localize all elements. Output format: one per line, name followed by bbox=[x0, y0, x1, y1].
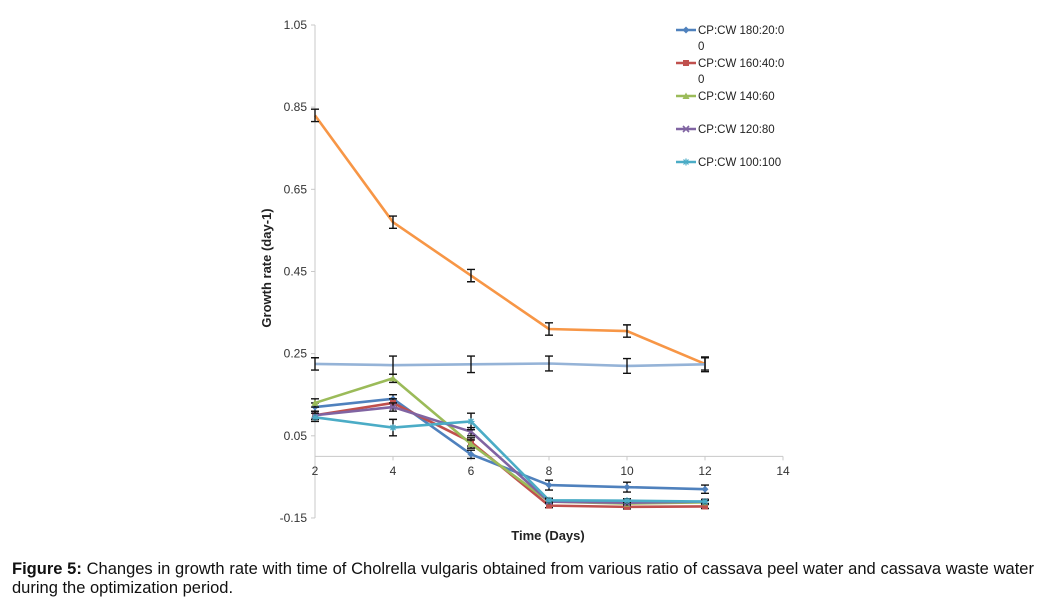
series-2 bbox=[311, 398, 709, 510]
x-axis-title: Time (Days) bbox=[511, 528, 584, 543]
series-5 bbox=[311, 412, 709, 506]
x-tick-label: 4 bbox=[390, 464, 397, 478]
data-point bbox=[701, 485, 709, 493]
legend-label-line: CP:CW 120:80 bbox=[698, 124, 775, 136]
series-6 bbox=[311, 108, 709, 371]
data-point bbox=[467, 450, 475, 458]
error-bar bbox=[311, 108, 319, 123]
data-point bbox=[467, 417, 475, 425]
error-bar bbox=[389, 215, 397, 230]
data-point bbox=[467, 440, 475, 448]
series-1 bbox=[311, 394, 709, 495]
y-tick-label: 0.45 bbox=[284, 264, 308, 278]
data-point bbox=[702, 503, 708, 510]
x-tick-label: 2 bbox=[312, 464, 319, 478]
y-tick-label: -0.15 bbox=[280, 511, 308, 525]
legend-marker bbox=[682, 158, 690, 166]
legend-item-4: CP:CW 120:80 bbox=[676, 124, 775, 136]
error-bar bbox=[545, 322, 553, 336]
y-tick-label: 0.05 bbox=[284, 429, 308, 443]
data-point bbox=[546, 502, 552, 509]
legend-marker bbox=[682, 125, 690, 133]
legend-item-2: CP:CW 160:40:0 0 bbox=[676, 58, 784, 86]
y-tick-label: 1.05 bbox=[284, 18, 308, 32]
y-axis-title: Growth rate (day-1) bbox=[259, 208, 274, 327]
error-bar bbox=[545, 355, 553, 372]
legend-marker bbox=[682, 26, 690, 34]
data-point bbox=[624, 503, 630, 510]
legend-label: CP:CW 180:20:0 0 bbox=[698, 25, 784, 53]
error-bar bbox=[311, 357, 319, 371]
x-tick-labels: 2 4 6 8 10 12 14 bbox=[312, 464, 790, 478]
data-point bbox=[311, 399, 319, 406]
y-tick-label: 0.65 bbox=[284, 182, 308, 196]
legend-label: CP:CW 120:80 bbox=[698, 124, 775, 136]
data-point bbox=[389, 374, 397, 382]
series-7 bbox=[311, 355, 709, 375]
series-4 bbox=[311, 402, 709, 507]
series-line bbox=[314, 401, 706, 509]
figure-label: Figure 5: bbox=[12, 560, 82, 578]
error-bar bbox=[467, 268, 475, 283]
x-tick-label: 10 bbox=[620, 464, 634, 478]
legend-label-line: 0 bbox=[698, 41, 704, 53]
legend: CP:CW 180:20:0 0 CP:CW 160:40:0 0 CP:CW 140:… bbox=[676, 25, 784, 169]
legend-label: CP:CW 140:60 bbox=[698, 91, 775, 103]
legend-item-5: CP:CW 100:100 bbox=[676, 157, 781, 169]
legend-label-line: CP:CW 160:40:0 bbox=[698, 58, 784, 70]
legend-label-line: CP:CW 140:60 bbox=[698, 91, 775, 103]
legend-item-3: CP:CW 140:60 bbox=[676, 91, 775, 103]
series-line bbox=[314, 397, 706, 491]
error-bar bbox=[623, 357, 631, 375]
growth-rate-chart: 1.05 0.85 0.65 0.45 0.25 0.05 -0.15 2 4 6 8 10 12 14… bbox=[259, 18, 790, 543]
error-bar bbox=[701, 356, 709, 373]
series-line bbox=[314, 362, 706, 368]
y-tick-labels: 1.05 0.85 0.65 0.45 0.25 0.05 -0.15 bbox=[280, 18, 308, 525]
data-point bbox=[623, 497, 631, 505]
series-layer bbox=[311, 108, 709, 510]
data-point bbox=[545, 496, 553, 504]
data-point bbox=[701, 498, 709, 506]
caption-text: Changes in growth rate with time of Chol… bbox=[12, 560, 1034, 597]
figure-caption: Figure 5: Changes in growth rate with ti… bbox=[12, 560, 1034, 598]
error-bar bbox=[623, 324, 631, 338]
legend-label: CP:CW 100:100 bbox=[698, 157, 781, 169]
error-bar bbox=[467, 355, 475, 374]
legend-marker bbox=[682, 92, 690, 99]
legend-label-line: CP:CW 180:20:0 bbox=[698, 25, 784, 37]
series-line bbox=[313, 114, 706, 366]
data-point bbox=[389, 424, 397, 432]
x-tick-label: 8 bbox=[546, 464, 553, 478]
legend-item-1: CP:CW 180:20:0 0 bbox=[676, 25, 784, 53]
series-line bbox=[314, 416, 706, 503]
data-point bbox=[311, 413, 319, 421]
error-bar bbox=[389, 355, 397, 375]
data-point bbox=[623, 483, 631, 491]
y-tick-label: 0.85 bbox=[284, 100, 308, 114]
legend-label-line: CP:CW 100:100 bbox=[698, 157, 781, 169]
data-point bbox=[545, 481, 553, 489]
legend-label-line: 0 bbox=[698, 74, 704, 86]
data-point bbox=[389, 403, 397, 411]
x-tick-label: 14 bbox=[776, 464, 790, 478]
legend-marker bbox=[683, 60, 689, 66]
series-line bbox=[314, 405, 706, 505]
legend-label: CP:CW 160:40:0 0 bbox=[698, 58, 784, 86]
series-line bbox=[314, 376, 706, 505]
x-tick-label: 12 bbox=[698, 464, 712, 478]
x-tick-label: 6 bbox=[468, 464, 475, 478]
y-tick-label: 0.25 bbox=[284, 347, 308, 361]
